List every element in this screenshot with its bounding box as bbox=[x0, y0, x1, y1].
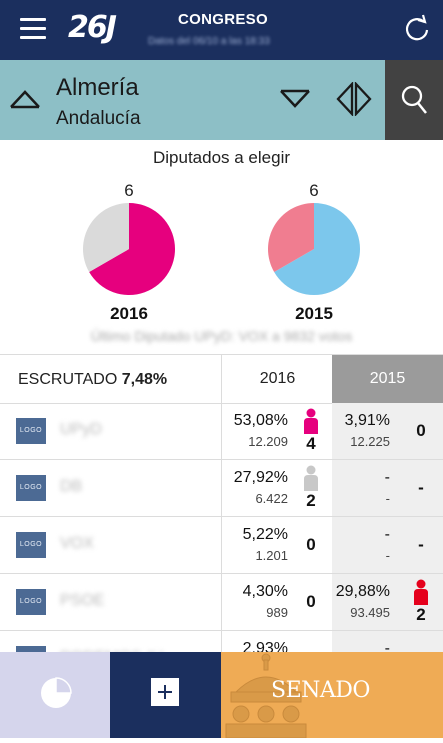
page-title: CONGRESO bbox=[178, 11, 268, 28]
votes-2016: 1.201 bbox=[255, 548, 288, 563]
seats-2016: 2 bbox=[306, 491, 316, 510]
votes-2015: 93.495 bbox=[350, 605, 390, 620]
pie-chart-2015 bbox=[268, 203, 360, 295]
votes-2015: - bbox=[385, 491, 390, 506]
escrutado-value: 7,48% bbox=[121, 371, 168, 388]
senado-button[interactable]: SENADO bbox=[221, 652, 443, 738]
percentage-2016: 53,08% bbox=[233, 412, 288, 429]
refresh-icon[interactable] bbox=[402, 14, 432, 44]
pie-total-2016: 6 bbox=[124, 181, 134, 200]
chart-button[interactable] bbox=[0, 652, 110, 738]
votes-2016: 12.209 bbox=[248, 434, 288, 449]
pie-block-2015: 6 2015 bbox=[254, 181, 374, 324]
seats-2015: - bbox=[418, 535, 424, 554]
seats-2015: 0 bbox=[416, 421, 426, 440]
chevron-up-icon[interactable] bbox=[8, 86, 42, 112]
result-2016-cell: 4,30% 989 0 bbox=[221, 574, 333, 630]
party-name: PSOE bbox=[60, 592, 105, 609]
party-name: DB bbox=[60, 478, 83, 495]
person-icon bbox=[302, 465, 320, 491]
party-logo: LOGO bbox=[16, 589, 46, 615]
pie-block-2016: 6 2016 bbox=[69, 181, 189, 324]
hamburger-icon[interactable] bbox=[20, 18, 46, 40]
region-name: Almería bbox=[56, 74, 139, 101]
percentage-2016: 5,22% bbox=[242, 526, 288, 543]
plus-icon bbox=[151, 678, 179, 706]
data-timestamp: Datos del 06/10 a las 18:33 bbox=[148, 36, 270, 47]
region-bar: Almería Andalucía bbox=[0, 60, 385, 140]
escrutado-text: ESCRUTADO bbox=[18, 371, 118, 388]
person-icon bbox=[302, 408, 320, 434]
party-logo: LOGO bbox=[16, 532, 46, 558]
votes-2016: 989 bbox=[266, 605, 288, 620]
search-icon bbox=[401, 85, 427, 114]
votes-2016: 6.422 bbox=[255, 491, 288, 506]
percentage-2015: - bbox=[384, 640, 390, 657]
percentage-2015: 29,88% bbox=[335, 583, 390, 600]
pie-slice-2015-0 bbox=[274, 203, 360, 295]
chevron-down-icon[interactable] bbox=[279, 86, 311, 110]
results-table-header: ESCRUTADO 7,48% 2016 2015 bbox=[0, 354, 443, 404]
seats-2015: 2 bbox=[416, 605, 426, 624]
tab-2016[interactable]: 2016 bbox=[221, 355, 333, 403]
result-2015-cell: - - - bbox=[332, 460, 443, 516]
percentage-2016: 4,30% bbox=[242, 583, 288, 600]
table-row[interactable]: LOGO VOX 5,22% 1.201 0 - - - bbox=[0, 517, 443, 574]
seats-2016: 0 bbox=[306, 535, 316, 554]
top-bar: 26J CONGRESO Datos del 06/10 a las 18:33 bbox=[0, 0, 443, 60]
crown-emblem-icon bbox=[225, 653, 307, 738]
pie-slice-2016-1 bbox=[82, 203, 129, 272]
seats-2015: - bbox=[418, 478, 424, 497]
pie-year-2016: 2016 bbox=[110, 304, 148, 323]
last-seat-info: Último Diputado UPyD: VOX a 9832 votos bbox=[90, 328, 353, 344]
seats-2016: 4 bbox=[306, 434, 316, 453]
region-community: Andalucía bbox=[56, 108, 141, 129]
percentage-2016: 27,92% bbox=[233, 469, 288, 486]
result-2015-cell: 3,91% 12.225 0 bbox=[332, 403, 443, 459]
add-button[interactable] bbox=[110, 652, 221, 738]
tab-2015[interactable]: 2015 bbox=[332, 355, 443, 403]
party-name: VOX bbox=[60, 535, 94, 552]
senado-label: SENADO bbox=[271, 678, 370, 703]
votes-2015: 12.225 bbox=[350, 434, 390, 449]
result-2016-cell: 27,92% 6.422 2 bbox=[221, 460, 333, 516]
table-row[interactable]: LOGO DB 27,92% 6.422 2 - - - bbox=[0, 460, 443, 517]
bottom-bar: SENADO bbox=[0, 652, 443, 738]
votes-2015: - bbox=[385, 548, 390, 563]
result-2016-cell: 53,08% 12.209 4 bbox=[221, 403, 333, 459]
pie-chart-2016 bbox=[82, 203, 175, 295]
pie-year-2015: 2015 bbox=[295, 304, 333, 323]
result-2016-cell: 5,22% 1.201 0 bbox=[221, 517, 333, 573]
table-row[interactable]: LOGO PSOE 4,30% 989 0 29,88% 93.495 2 bbox=[0, 574, 443, 631]
seats-2016: 0 bbox=[306, 592, 316, 611]
percentage-2015: - bbox=[384, 526, 390, 543]
pie-slice-2016-0 bbox=[89, 203, 175, 295]
party-logo: LOGO bbox=[16, 418, 46, 444]
pie-slice-2015-1 bbox=[268, 203, 314, 272]
result-2015-cell: 29,88% 93.495 2 bbox=[332, 574, 443, 630]
percentage-2015: - bbox=[384, 469, 390, 486]
percentage-2015: 3,91% bbox=[344, 412, 390, 429]
person-icon bbox=[412, 579, 430, 605]
escrutado-label: ESCRUTADO 7,48% bbox=[18, 371, 167, 389]
seats-title: Diputados a elegir bbox=[152, 148, 291, 167]
pie-total-2015: 6 bbox=[309, 181, 319, 200]
result-2015-cell: - - - bbox=[332, 517, 443, 573]
table-row[interactable]: LOGO UPyD 53,08% 12.209 4 3,91% 12.225 0 bbox=[0, 403, 443, 460]
pie-chart-icon bbox=[41, 677, 72, 708]
compare-arrows-icon[interactable] bbox=[336, 82, 372, 116]
search-button[interactable] bbox=[385, 60, 443, 140]
app-logo: 26J bbox=[68, 10, 117, 45]
party-logo: LOGO bbox=[16, 475, 46, 501]
party-name: UPyD bbox=[60, 421, 102, 438]
